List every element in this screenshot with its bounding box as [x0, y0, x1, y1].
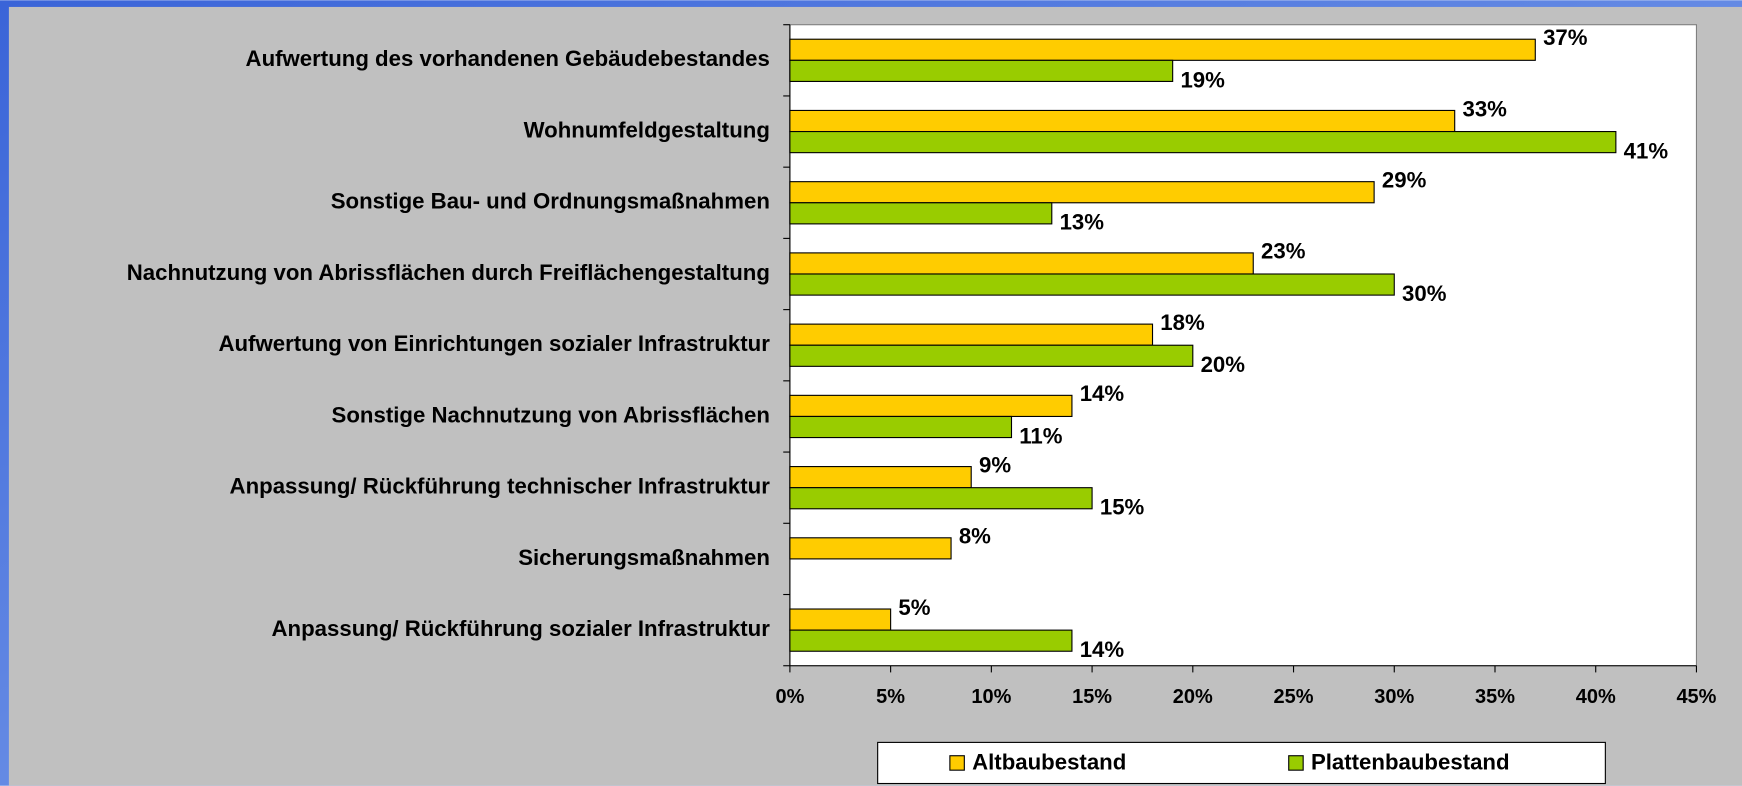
y-tick-label: Anpassung/ Rückführung sozialer Infrastr…: [271, 616, 770, 641]
y-tick-label: Sonstige Bau- und Ordnungsmaßnahmen: [331, 189, 770, 214]
data-label: 30%: [1402, 281, 1447, 306]
y-tick-label: Nachnutzung von Abrissflächen durch Frei…: [127, 260, 770, 285]
data-label: 23%: [1261, 239, 1306, 264]
bar: [789, 323, 1154, 346]
x-tick-label: 0%: [775, 686, 804, 708]
data-label: 14%: [1080, 637, 1125, 662]
bar: [789, 537, 952, 560]
x-tick-label: 10%: [971, 686, 1011, 708]
x-tick-label: 40%: [1576, 686, 1616, 708]
data-label: 13%: [1060, 210, 1105, 235]
x-tick-label: 20%: [1173, 686, 1213, 708]
data-label: 18%: [1160, 310, 1205, 335]
x-tick-label: 35%: [1475, 686, 1515, 708]
bar: [789, 252, 1254, 275]
y-tick-label: Sonstige Nachnutzung von Abrissflächen: [332, 402, 770, 427]
x-tick-label: 45%: [1676, 686, 1716, 708]
legend-swatch: [1288, 755, 1304, 771]
bar: [789, 487, 1093, 510]
bar: [789, 608, 892, 631]
y-tick-label: Anpassung/ Rückführung technischer Infra…: [230, 474, 771, 499]
data-label: 5%: [898, 595, 930, 620]
legend: [877, 741, 1606, 785]
data-label: 37%: [1543, 25, 1588, 50]
legend-swatch: [949, 755, 965, 771]
data-label: 33%: [1462, 96, 1507, 121]
bar: [789, 109, 1456, 133]
data-label: 20%: [1201, 352, 1246, 377]
data-label: 11%: [1019, 423, 1062, 448]
data-label: 15%: [1100, 495, 1145, 520]
bar: [789, 202, 1053, 225]
bar: [789, 415, 1013, 439]
y-tick-label: Aufwertung von Einrichtungen sozialer In…: [218, 331, 770, 356]
bar: [789, 273, 1395, 296]
legend-label: Altbaubestand: [972, 749, 1126, 774]
legend-label: Plattenbaubestand: [1311, 749, 1510, 774]
y-tick-label: Sicherungsmaßnahmen: [518, 545, 770, 570]
data-label: 29%: [1382, 168, 1427, 193]
bar: [789, 59, 1174, 82]
x-tick-label: 25%: [1274, 686, 1314, 708]
y-tick-label: Aufwertung des vorhandenen Gebäudebestan…: [246, 46, 770, 71]
data-label: 19%: [1180, 67, 1225, 92]
bar: [789, 38, 1536, 61]
bar: [789, 466, 972, 489]
x-tick-label: 30%: [1374, 686, 1414, 708]
data-label: 41%: [1624, 139, 1669, 164]
bar: [789, 629, 1073, 652]
bar: [789, 130, 1617, 154]
x-tick-label: 15%: [1072, 686, 1112, 708]
data-label: 8%: [959, 524, 991, 549]
bar: [789, 394, 1073, 418]
x-tick-label: 5%: [876, 686, 905, 708]
data-label: 9%: [979, 452, 1011, 477]
y-tick-label: Wohnumfeldgestaltung: [524, 117, 770, 142]
bar: [789, 344, 1194, 367]
data-label: 14%: [1080, 381, 1125, 406]
bar: [789, 181, 1375, 204]
